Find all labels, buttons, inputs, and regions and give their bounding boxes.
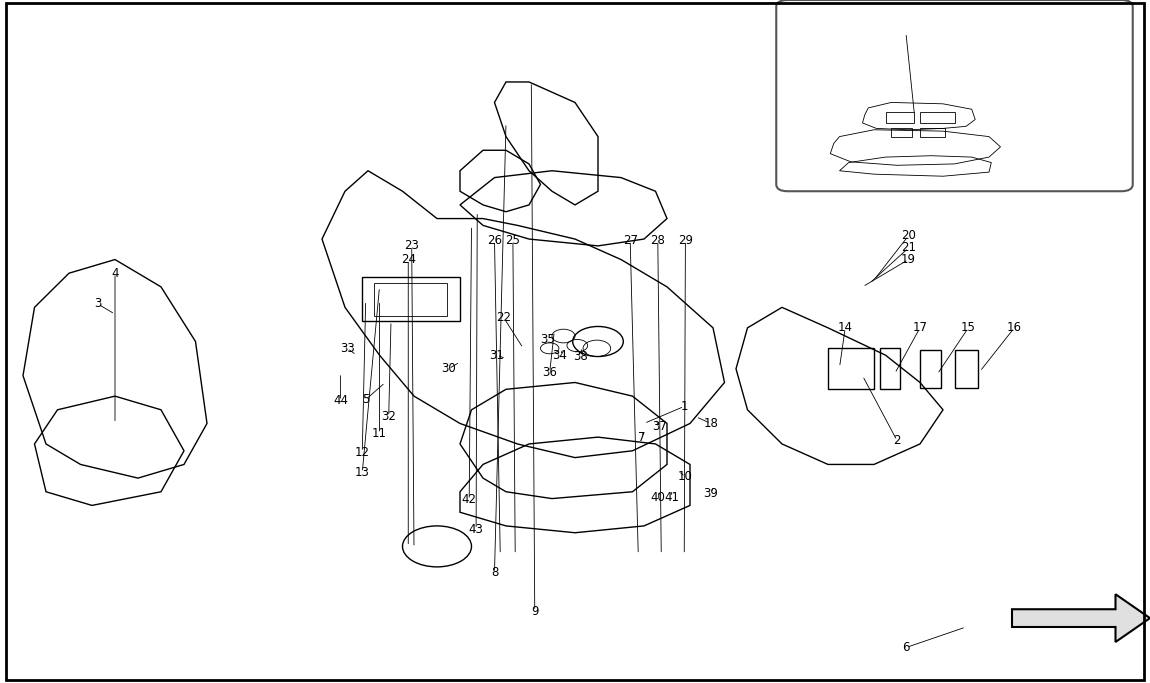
Text: 30: 30 xyxy=(442,362,455,376)
Text: 19: 19 xyxy=(900,253,917,266)
Text: 20: 20 xyxy=(902,229,915,242)
Text: 41: 41 xyxy=(664,490,680,504)
Text: 21: 21 xyxy=(900,241,917,255)
Text: 1: 1 xyxy=(681,400,688,413)
Text: 13: 13 xyxy=(355,466,369,479)
Text: 12: 12 xyxy=(354,445,370,459)
Text: 34: 34 xyxy=(553,348,567,362)
Bar xyxy=(920,128,945,137)
Text: 11: 11 xyxy=(371,427,388,441)
Polygon shape xyxy=(1012,594,1150,642)
Text: 18: 18 xyxy=(704,417,718,430)
Text: 16: 16 xyxy=(1006,321,1022,335)
Text: 31: 31 xyxy=(490,348,504,362)
Text: 15: 15 xyxy=(961,321,975,335)
Bar xyxy=(920,112,954,123)
Text: 17: 17 xyxy=(912,321,928,335)
Text: 39: 39 xyxy=(704,486,718,500)
Text: 4: 4 xyxy=(112,266,118,280)
Text: 10: 10 xyxy=(678,470,692,484)
Text: 44: 44 xyxy=(332,394,348,408)
Bar xyxy=(886,112,914,123)
Text: 7: 7 xyxy=(638,430,645,444)
Text: 33: 33 xyxy=(340,342,354,355)
Text: 25: 25 xyxy=(506,234,520,247)
Text: 42: 42 xyxy=(461,493,477,507)
Text: 6: 6 xyxy=(903,641,910,654)
Text: 35: 35 xyxy=(540,333,554,346)
Text: 38: 38 xyxy=(574,350,588,363)
Text: 14: 14 xyxy=(837,321,853,335)
Text: 23: 23 xyxy=(405,239,419,253)
Text: 5: 5 xyxy=(362,393,369,406)
Text: 26: 26 xyxy=(486,234,503,247)
Text: 36: 36 xyxy=(543,365,557,379)
Text: 27: 27 xyxy=(622,234,638,247)
Text: 9: 9 xyxy=(531,604,538,618)
Text: 2: 2 xyxy=(894,434,900,447)
Text: 8: 8 xyxy=(491,566,498,579)
Text: 28: 28 xyxy=(651,234,665,247)
Text: 22: 22 xyxy=(496,311,512,324)
Text: 3: 3 xyxy=(94,297,101,311)
Text: 40: 40 xyxy=(651,490,665,504)
Text: 32: 32 xyxy=(382,410,396,423)
Text: 29: 29 xyxy=(677,234,693,247)
Text: 24: 24 xyxy=(400,253,416,266)
Text: 37: 37 xyxy=(653,420,667,434)
Text: 43: 43 xyxy=(469,522,483,536)
Bar xyxy=(891,128,912,137)
